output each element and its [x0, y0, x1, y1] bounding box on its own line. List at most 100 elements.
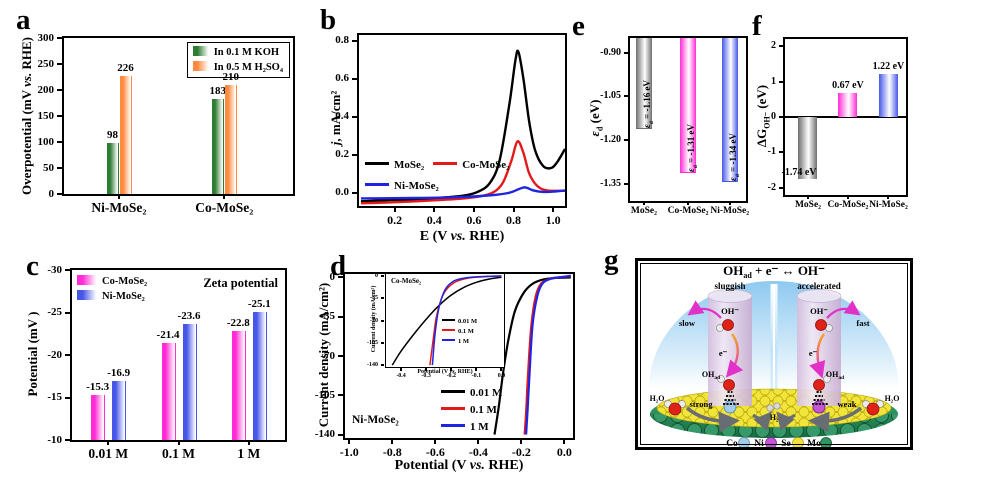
curve-canvas [391, 275, 502, 366]
category-label: MoSe₂ [794, 200, 822, 210]
y-tick-label: -35 [370, 295, 378, 302]
g-left-oh-label: OH⁻ [721, 306, 739, 316]
panel-f-plot: 2 1 0 -1 -2 MoSe₂ Co-MoSe₂ Ni-MoSe₂ -1.74 eV 0.67… [768, 37, 908, 210]
panel-b-plot: MoSe₂ Co-MoSe₂ Ni-MoSe₂ 0.0 0.2 0.4 0.6 0.8 0.… [335, 33, 567, 226]
x-tick-label: 0.4 [426, 213, 442, 227]
panel-f-label: f [752, 10, 762, 42]
y-tick-label: -20 [47, 348, 62, 361]
x-tick-label: -0.1 [471, 373, 482, 379]
inset-01m-swatch [442, 329, 455, 331]
panel-d-legend-01m: 0.1 M [441, 404, 497, 416]
g-right-oh-label: OH⁻ [810, 306, 828, 316]
y-tick-label: 2 [771, 40, 776, 52]
co-mose2-line-swatch [433, 162, 458, 165]
bar-value-label: -16.9 [107, 367, 131, 380]
g-fast-label: fast [856, 318, 869, 328]
x-tick [552, 207, 555, 212]
panel-a-plot: In 0.1 M KOH In 0.5 M H₂SO₄ 0 50 100 150 200… [38, 32, 295, 214]
x-tick-label: -0.4 [396, 373, 406, 379]
y-tick-label: -15 [47, 391, 62, 403]
panel-d-annotation: Ni-MoSe₂ [352, 414, 399, 426]
g-slow-label: slow [679, 318, 696, 328]
legend-item-koh: In 0.1 M KOH [192, 45, 283, 60]
x-tick [475, 368, 478, 371]
g-left-h2o-o [668, 402, 682, 416]
g-strong-label: strong [690, 399, 714, 409]
y-tick-label: 200 [37, 83, 55, 96]
001m-label: 0.01 M [470, 387, 503, 399]
g-title-base: OH [723, 263, 743, 278]
co-mose2-label: Co-MoSe₂ [102, 276, 148, 287]
x-tick [520, 439, 523, 444]
x-tick-label: -0.2 [511, 445, 531, 459]
y-tick-label: -0.90 [600, 46, 621, 58]
inset-legend-001m: 0.01 M [442, 318, 477, 325]
ni-mose2-label: Ni-MoSe₂ [394, 180, 439, 192]
inset-1m-label: 1 M [458, 338, 470, 345]
inset-001m-label: 0.01 M [458, 318, 478, 325]
y-tick-label: 0 [375, 272, 378, 279]
co-mose2-label: Co-MoSe₂ [462, 159, 510, 171]
g-h2-label: H₂ [770, 413, 779, 422]
y-tick-label: -35 [320, 310, 335, 323]
curve-1 M [525, 274, 571, 435]
x-tick [391, 439, 394, 444]
category-tick [728, 202, 731, 205]
panel-a-legend: In 0.1 M KOH In 0.5 M H₂SO₄ [186, 42, 290, 78]
y-tick-label: -70 [370, 317, 378, 324]
y-tick [57, 193, 62, 195]
x-tick [348, 439, 351, 444]
g-left-surface-arrow [685, 406, 740, 433]
bar-Ni-MoSe₂ [878, 73, 898, 117]
g-outer-border [635, 258, 913, 450]
ni-mose2-swatch [77, 290, 97, 300]
y-tick [352, 77, 357, 80]
y-tick [381, 364, 384, 367]
x-tick-label: -0.6 [425, 445, 445, 459]
x-tick-label: 1.0 [545, 213, 561, 227]
y-tick-label: 150 [37, 109, 55, 122]
bar-Co-MoSe₂ [680, 38, 696, 173]
ni-mose2-label: Ni-MoSe₂ [102, 291, 145, 302]
y-tick [624, 182, 628, 185]
y-tick-label: 0.6 [335, 72, 349, 85]
y-tick [779, 116, 783, 118]
g-right-ohad-o [813, 379, 825, 391]
g-right-ohad-label: OHad [826, 370, 844, 381]
1m-label: 1 M [470, 421, 489, 433]
category-tick [177, 441, 180, 445]
category-label: Co-MoSe₂ [827, 200, 869, 210]
g-right-electron-arrow [809, 333, 826, 379]
g-ni-atom [812, 400, 826, 414]
curve-MoSe₂ [360, 49, 565, 203]
g-right-ohad-sub: ad [838, 375, 844, 381]
y-tick [338, 276, 343, 279]
g-h2-atom-2 [773, 402, 781, 410]
curve-canvas [493, 274, 571, 435]
bar-MoSe₂ [635, 38, 652, 130]
bar-value-label: 98 [106, 129, 118, 142]
panel-d-xlabel-pre: Potential (V [394, 458, 470, 473]
y-tick [57, 37, 62, 39]
bar-value-label: 1.22 eV [872, 60, 905, 72]
inset-01m-label: 0.1 M [458, 328, 474, 335]
g-left-ohad-h [717, 375, 725, 383]
y-tick [381, 274, 384, 277]
panel-b-xlabel-pre: E (V [419, 229, 451, 244]
y-tick [779, 45, 783, 48]
inset-legend-1m: 1 M [442, 338, 469, 345]
panel-d-x-axis-label: Potential (V vs. RHE) [395, 458, 524, 474]
category-tick [223, 195, 226, 199]
g-weak-label: weak [838, 399, 857, 409]
panel-f-ylabel-dg: ΔG [754, 128, 769, 148]
g-inner-border [640, 263, 908, 445]
bar-value-label: 0.67 eV [832, 80, 864, 92]
category-tick [687, 202, 689, 205]
panel-c-title: Zeta potential [203, 276, 278, 290]
panel-d-xlabel-vs: vs. [469, 458, 485, 473]
panel-b-xlabel-vs: vs. [450, 229, 466, 244]
x-tick [434, 439, 437, 444]
x-tick-label: 0.6 [466, 213, 482, 227]
y-tick [352, 191, 357, 194]
y-tick-label: 0.2 [335, 148, 349, 161]
